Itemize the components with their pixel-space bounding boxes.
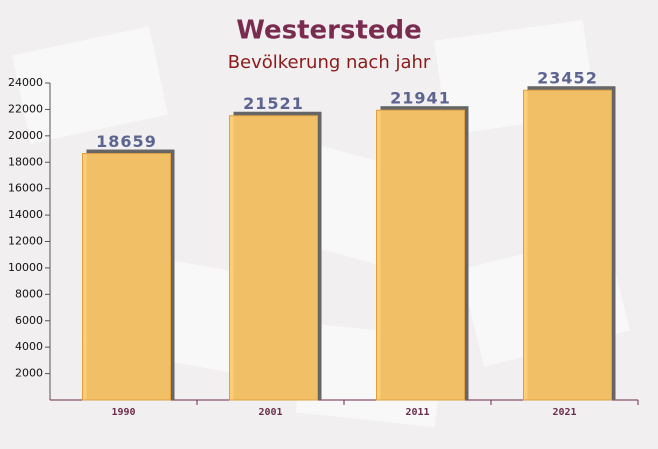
y-tick-label: 4000 [15, 340, 43, 353]
x-tick-label: 2021 [552, 407, 576, 418]
y-tick-label: 24000 [8, 76, 43, 89]
y-tick-label: 14000 [8, 208, 43, 221]
bar [229, 115, 318, 401]
y-tick-label: 16000 [8, 182, 43, 195]
x-tick-label: 2001 [258, 407, 282, 418]
y-tick-label: 18000 [8, 155, 43, 168]
y-tick-label: 12000 [8, 235, 43, 248]
value-label: 21521 [243, 94, 304, 113]
y-tick-label: 8000 [15, 287, 43, 300]
x-tick-label: 2011 [405, 407, 429, 418]
chart-title: Westerstede [236, 16, 422, 46]
y-tick-label: 2000 [15, 367, 43, 380]
chart-subtitle: Bevölkerung nach jahr [228, 52, 431, 73]
y-tick-label: 6000 [15, 314, 43, 327]
bar [82, 153, 171, 401]
bar [376, 109, 465, 401]
y-tick-label: 10000 [8, 261, 43, 274]
y-tick-label: 20000 [8, 129, 43, 142]
bar [523, 89, 612, 401]
value-label: 23452 [537, 69, 598, 88]
value-label: 18659 [96, 132, 157, 151]
value-label: 21941 [390, 89, 451, 108]
x-tick-label: 1990 [111, 407, 135, 418]
y-tick-label: 22000 [8, 102, 43, 115]
